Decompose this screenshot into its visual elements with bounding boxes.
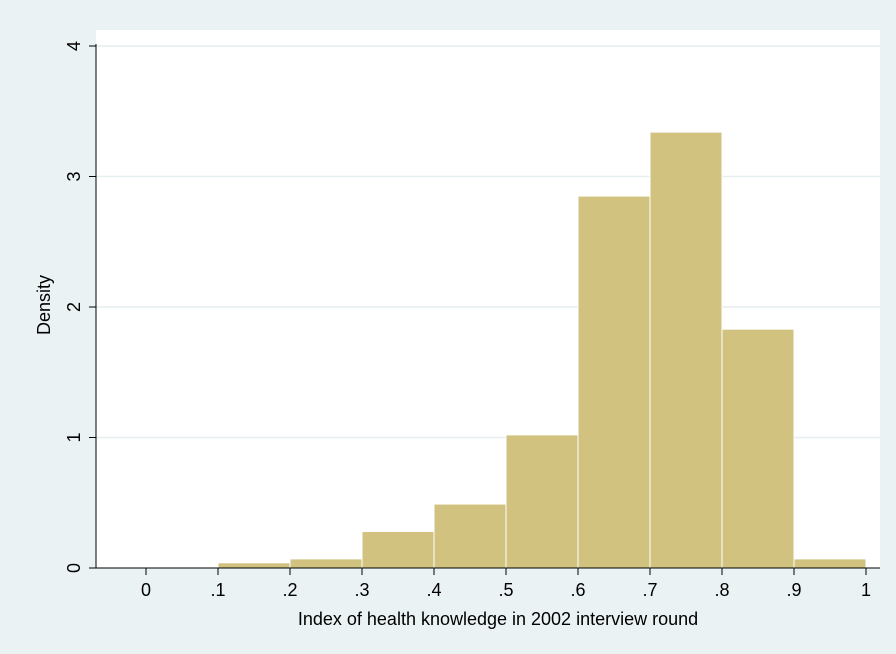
x-tick-label: .8 bbox=[714, 580, 729, 600]
histogram-bar bbox=[577, 195, 651, 569]
histogram-bar bbox=[505, 434, 579, 569]
x-tick-label: 0 bbox=[141, 580, 151, 600]
x-tick-label: .1 bbox=[210, 580, 225, 600]
y-tick-label: 0 bbox=[64, 563, 84, 573]
y-tick-label: 1 bbox=[64, 432, 84, 442]
y-tick-label: 2 bbox=[64, 302, 84, 312]
axes bbox=[95, 44, 880, 569]
histogram-bar bbox=[361, 530, 435, 569]
x-tick-label: .6 bbox=[570, 580, 585, 600]
x-axis-title: Index of health knowledge in 2002 interv… bbox=[298, 609, 698, 629]
histogram-bar bbox=[433, 503, 507, 569]
x-tick-label: .7 bbox=[642, 580, 657, 600]
y-tick-label: 3 bbox=[64, 171, 84, 181]
histogram-bar bbox=[289, 558, 363, 569]
histogram-bar bbox=[793, 558, 867, 569]
x-tick-label: .4 bbox=[426, 580, 441, 600]
x-tick-label: .2 bbox=[282, 580, 297, 600]
histogram-bar bbox=[217, 562, 291, 569]
ticks: 0 .1 .2 .3 .4 .5 .6 .7 .8 .9 1 0 1 2 3 4 bbox=[64, 41, 871, 600]
x-tick-label: .3 bbox=[354, 580, 369, 600]
histogram-bar bbox=[649, 131, 723, 569]
histogram-bar bbox=[721, 328, 795, 569]
y-axis-title: Density bbox=[34, 275, 54, 335]
x-tick-label: 1 bbox=[861, 580, 871, 600]
histogram-bars bbox=[217, 131, 867, 569]
x-tick-label: .9 bbox=[786, 580, 801, 600]
y-tick-label: 4 bbox=[64, 41, 84, 51]
x-tick-label: .5 bbox=[498, 580, 513, 600]
